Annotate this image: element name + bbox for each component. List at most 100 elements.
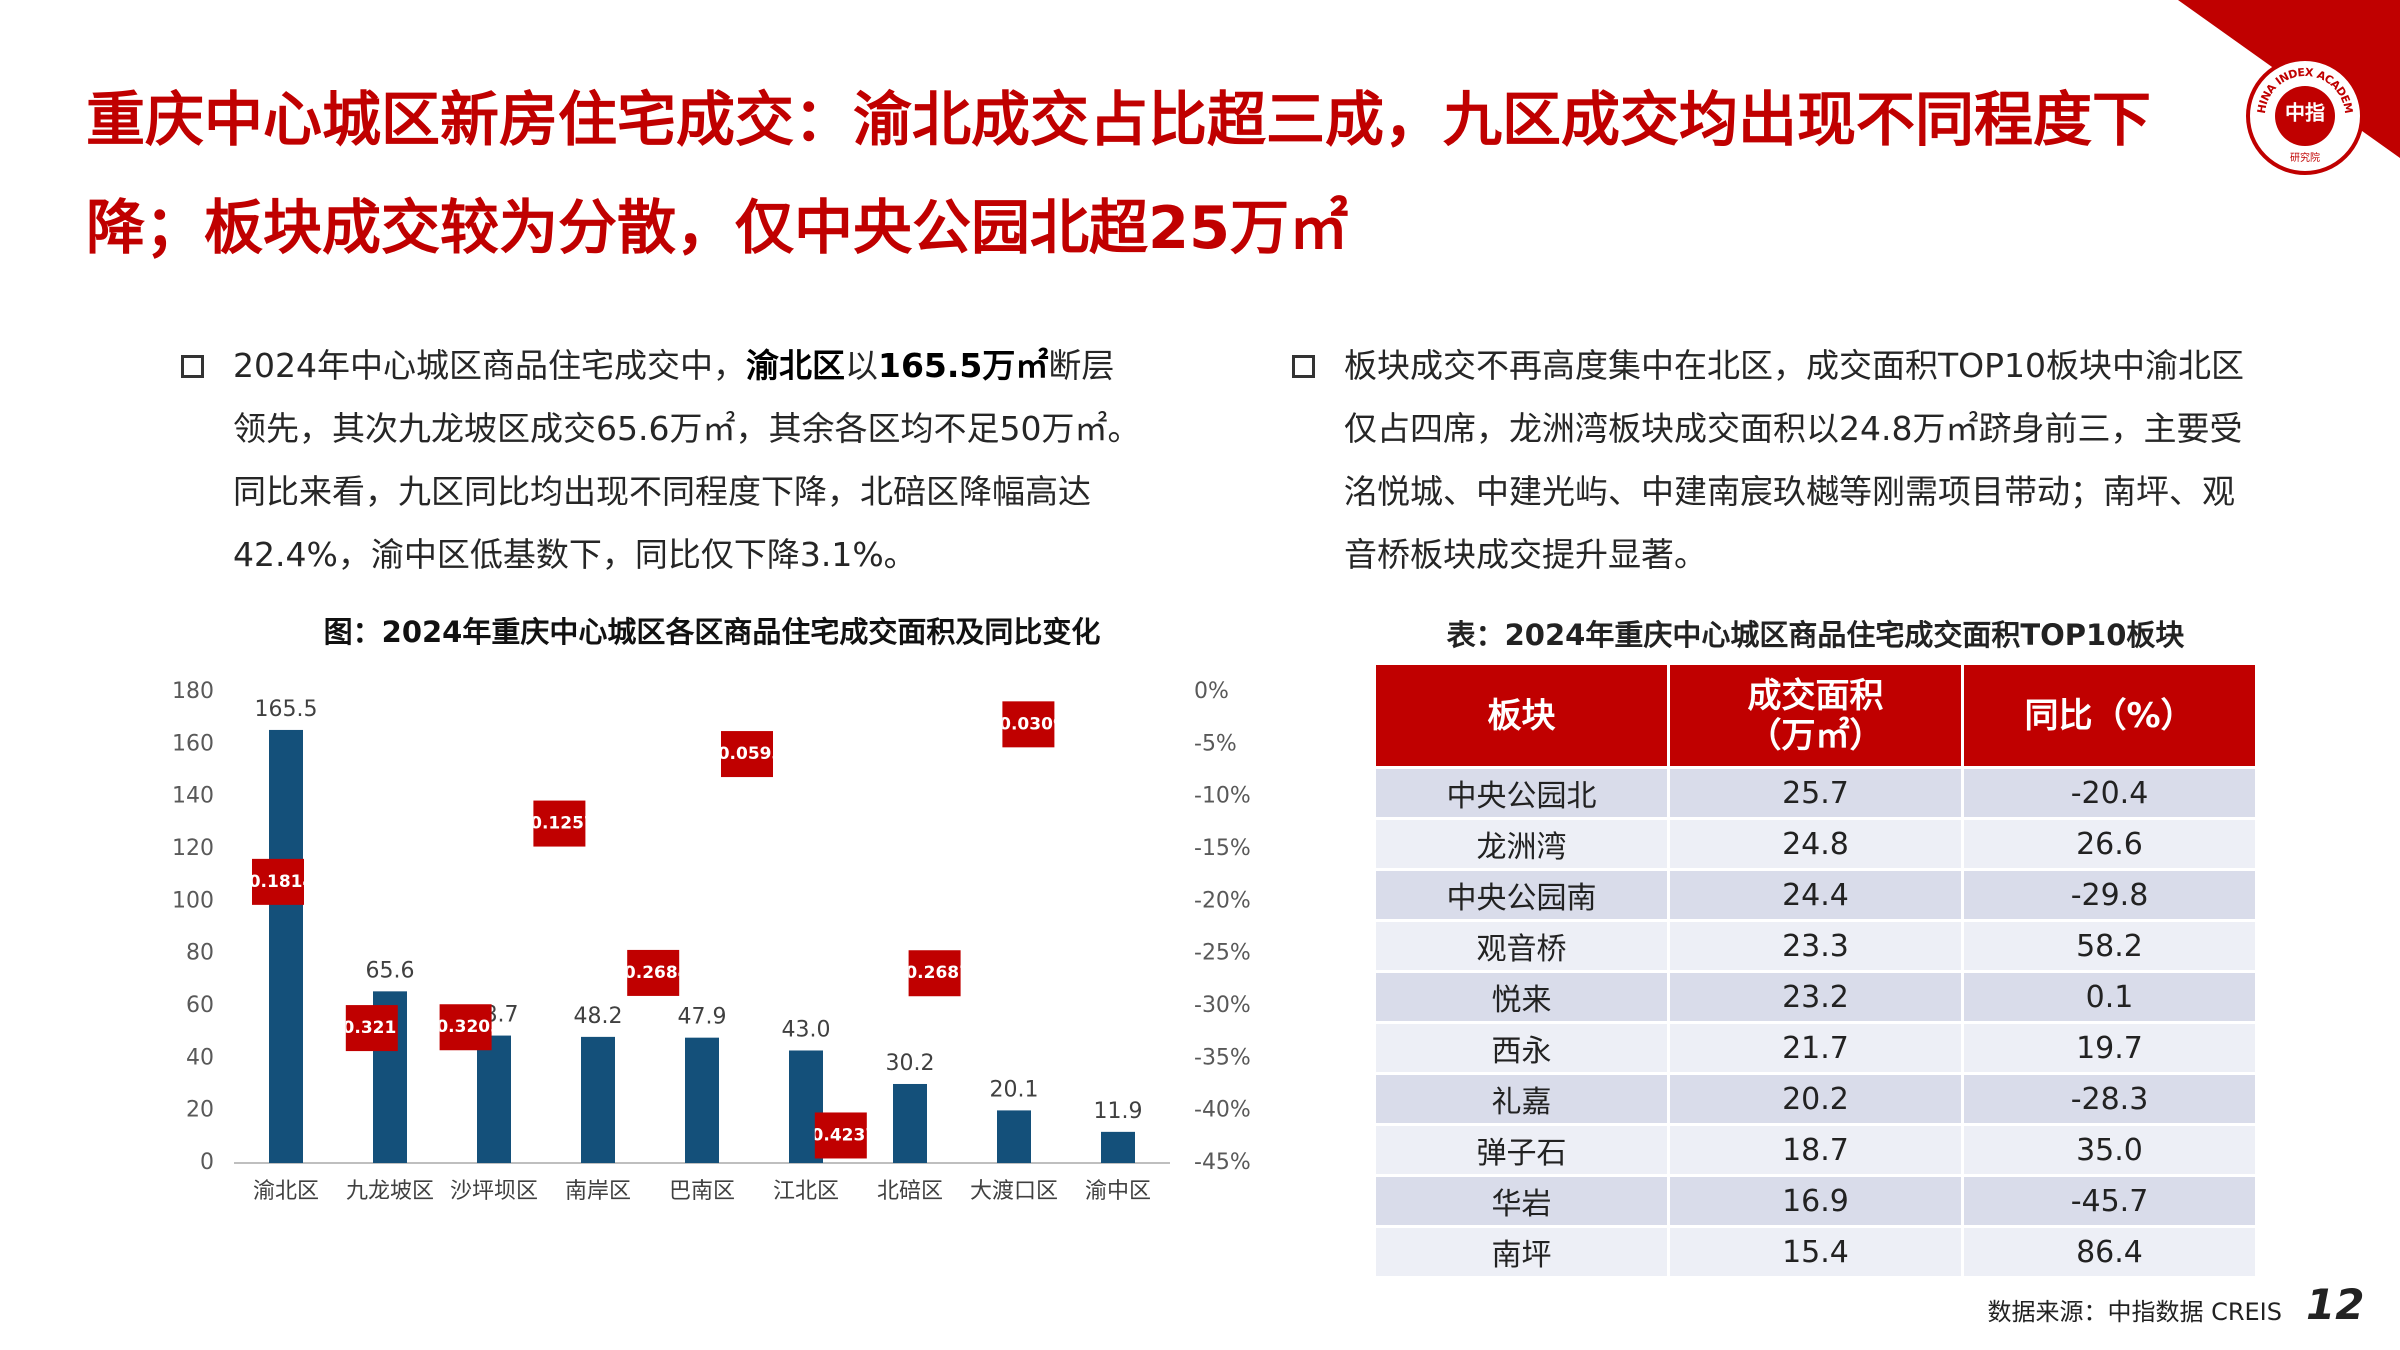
x-tick-label: 渝中区: [1085, 1179, 1151, 1204]
table-row: 礼嘉 20.2 -28.3: [1373, 1072, 2258, 1126]
bar-value-label: 47.9: [678, 1005, 727, 1030]
yoy-label: -0.2687: [898, 963, 971, 983]
yoy-marker: [908, 950, 961, 997]
yoy-label: -0.2684: [617, 963, 690, 983]
logo-core: [2275, 86, 2335, 146]
yoy-marker: [1002, 701, 1055, 748]
x-tick-label: 江北区: [773, 1179, 839, 1204]
table-cell: -29.8: [1961, 868, 2258, 922]
x-tick-label: 巴南区: [669, 1179, 735, 1204]
yoy-marker: [439, 1004, 492, 1051]
table-row: 观音桥 23.3 58.2: [1373, 919, 2258, 973]
table-row: 龙洲湾 24.8 26.6: [1373, 817, 2258, 871]
bar: [477, 1035, 511, 1163]
table-row: 中央公园南 24.4 -29.8: [1373, 868, 2258, 922]
bullet-icon: [181, 355, 204, 378]
bar-value-label: 20.1: [990, 1077, 1039, 1102]
table-body: 中央公园北 25.7 -20.4 龙洲湾 24.8 26.6 中央公园南 24.4 -29.8 观…: [1373, 766, 2258, 1279]
y-tick-label: 60: [186, 993, 214, 1018]
table-cell: -28.3: [1961, 1072, 2258, 1126]
yoy-marker: [533, 800, 586, 847]
yoy-label-clip: -0.1257: [533, 814, 585, 834]
bar: [269, 729, 303, 1163]
y-tick-label: 100: [172, 888, 214, 913]
yoy-label-clip: -0.1814: [242, 872, 315, 892]
yoy-label: -0.3203: [429, 1017, 502, 1037]
table-header-cell: 同比（%）: [1961, 662, 2258, 769]
x-tick-label: 渝北区: [253, 1179, 319, 1204]
table-cell: 26.6: [1961, 817, 2258, 871]
logo-mark: 中指: [2285, 101, 2325, 125]
y-tick-label: 40: [186, 1045, 214, 1070]
logo-ring-text: CHINA INDEX ACADEMY: [0, 0, 2355, 115]
y2-tick-label: -20%: [1194, 888, 1251, 913]
y2-tick-label: -15%: [1194, 836, 1251, 861]
table-row: 中央公园北 25.7 -20.4: [1373, 766, 2258, 820]
table-cell: 19.7: [1961, 1021, 2258, 1075]
y-tick-label: 160: [172, 731, 214, 756]
table-cell: 35.0: [1961, 1123, 2258, 1177]
yoy-label-clip: -0.2687: [898, 963, 971, 983]
yoy-marker: [627, 949, 680, 996]
y2-tick-label: 0%: [1194, 679, 1229, 704]
yoy-marker: [252, 858, 304, 905]
table-cell: 24.4: [1667, 868, 1964, 922]
x-tick-label: 九龙坡区: [346, 1179, 434, 1204]
table-title: 表：2024年重庆中心城区商品住宅成交面积TOP10板块: [1446, 618, 2185, 652]
table: 板块 成交面积 （万㎡） 同比（%） 中央公园北 25.7 -20.4 龙洲湾 24.8 26.…: [1373, 662, 2258, 1279]
bar-value-label: 48.2: [574, 1004, 623, 1029]
yoy-marker: [721, 731, 773, 778]
yoy-label: -0.3211: [335, 1018, 408, 1038]
slide-title: 重庆中心城区新房住宅成交：渝北成交占比超三成，九区成交均出现不同程度下降；板块成…: [86, 85, 2152, 262]
bullet-text: 2024年中心城区商品住宅成交中，: [233, 346, 746, 385]
source-note: 数据来源：中指数据 CREIS: [1987, 1298, 2282, 1326]
yoy-label: -0.1814: [242, 872, 315, 892]
yoy-label-clip: -0.2684: [617, 963, 690, 983]
table-cell: 龙洲湾: [1373, 817, 1670, 871]
table-row: 华岩 16.9 -45.7: [1373, 1174, 2258, 1228]
chart-title: 图：2024年重庆中心城区各区商品住宅成交面积及同比变化: [324, 615, 1101, 649]
bar-value-label: 11.9: [1094, 1099, 1143, 1124]
yoy-label-clip: -0.3203: [429, 1017, 502, 1037]
table-cell: 中央公园北: [1373, 766, 1670, 820]
bar-value-label: 165.5: [255, 697, 318, 722]
yoy-label-clip: -0.0309: [1002, 714, 1054, 734]
table-row: 弹子石 18.7 35.0: [1373, 1123, 2258, 1177]
x-tick-label: 南岸区: [565, 1179, 631, 1204]
bar-value-label: 43.0: [782, 1017, 831, 1042]
table-cell: 23.2: [1667, 970, 1964, 1024]
y2-tick-label: -30%: [1194, 993, 1251, 1018]
table-cell: 西永: [1373, 1021, 1670, 1075]
bar-value-label: 65.6: [366, 958, 415, 983]
bar: [1101, 1131, 1135, 1163]
table-cell: 24.8: [1667, 817, 1964, 871]
yoy-label-clip: -0.0593: [721, 744, 773, 764]
table-header-cell: 成交面积 （万㎡）: [1667, 662, 1964, 769]
x-tick-label: 北碚区: [877, 1179, 943, 1204]
bullet-paragraph: 板块成交不再高度集中在北区，成交面积TOP10板块中渝北区仅占四席，龙洲湾板块成…: [1292, 334, 2254, 586]
y-tick-label: 80: [186, 941, 214, 966]
bullet-text: 渝北区: [745, 346, 845, 385]
bullet-text: 板块成交不再高度集中在北区，成交面积TOP10板块中渝北区仅占四席，龙洲湾板块成…: [1344, 346, 2245, 574]
table-cell: 0.1: [1961, 970, 2258, 1024]
table-header: 板块 成交面积 （万㎡） 同比（%）: [1373, 662, 2258, 769]
table-cell: 25.7: [1667, 766, 1964, 820]
table-cell: 南坪: [1373, 1225, 1670, 1279]
table-cell: 礼嘉: [1373, 1072, 1670, 1126]
bar: [893, 1083, 927, 1163]
table-cell: 中央公园南: [1373, 868, 1670, 922]
y-tick-label: 120: [172, 836, 214, 861]
table-row: 悦来 23.2 0.1: [1373, 970, 2258, 1024]
table-cell: 16.9: [1667, 1174, 1964, 1228]
bar: [685, 1037, 719, 1163]
y2-tick-label: -25%: [1194, 941, 1251, 966]
table-row: 西永 21.7 19.7: [1373, 1021, 2258, 1075]
table-cell: -45.7: [1961, 1174, 2258, 1228]
y2-tick-label: -35%: [1194, 1045, 1251, 1070]
table-cell: 20.2: [1667, 1072, 1964, 1126]
bullet-paragraph: 2024年中心城区商品住宅成交中，渝北区以165.5万㎡断层领先，其次九龙坡区成…: [181, 334, 1143, 586]
table-cell: 21.7: [1667, 1021, 1964, 1075]
table-cell: 86.4: [1961, 1225, 2258, 1279]
